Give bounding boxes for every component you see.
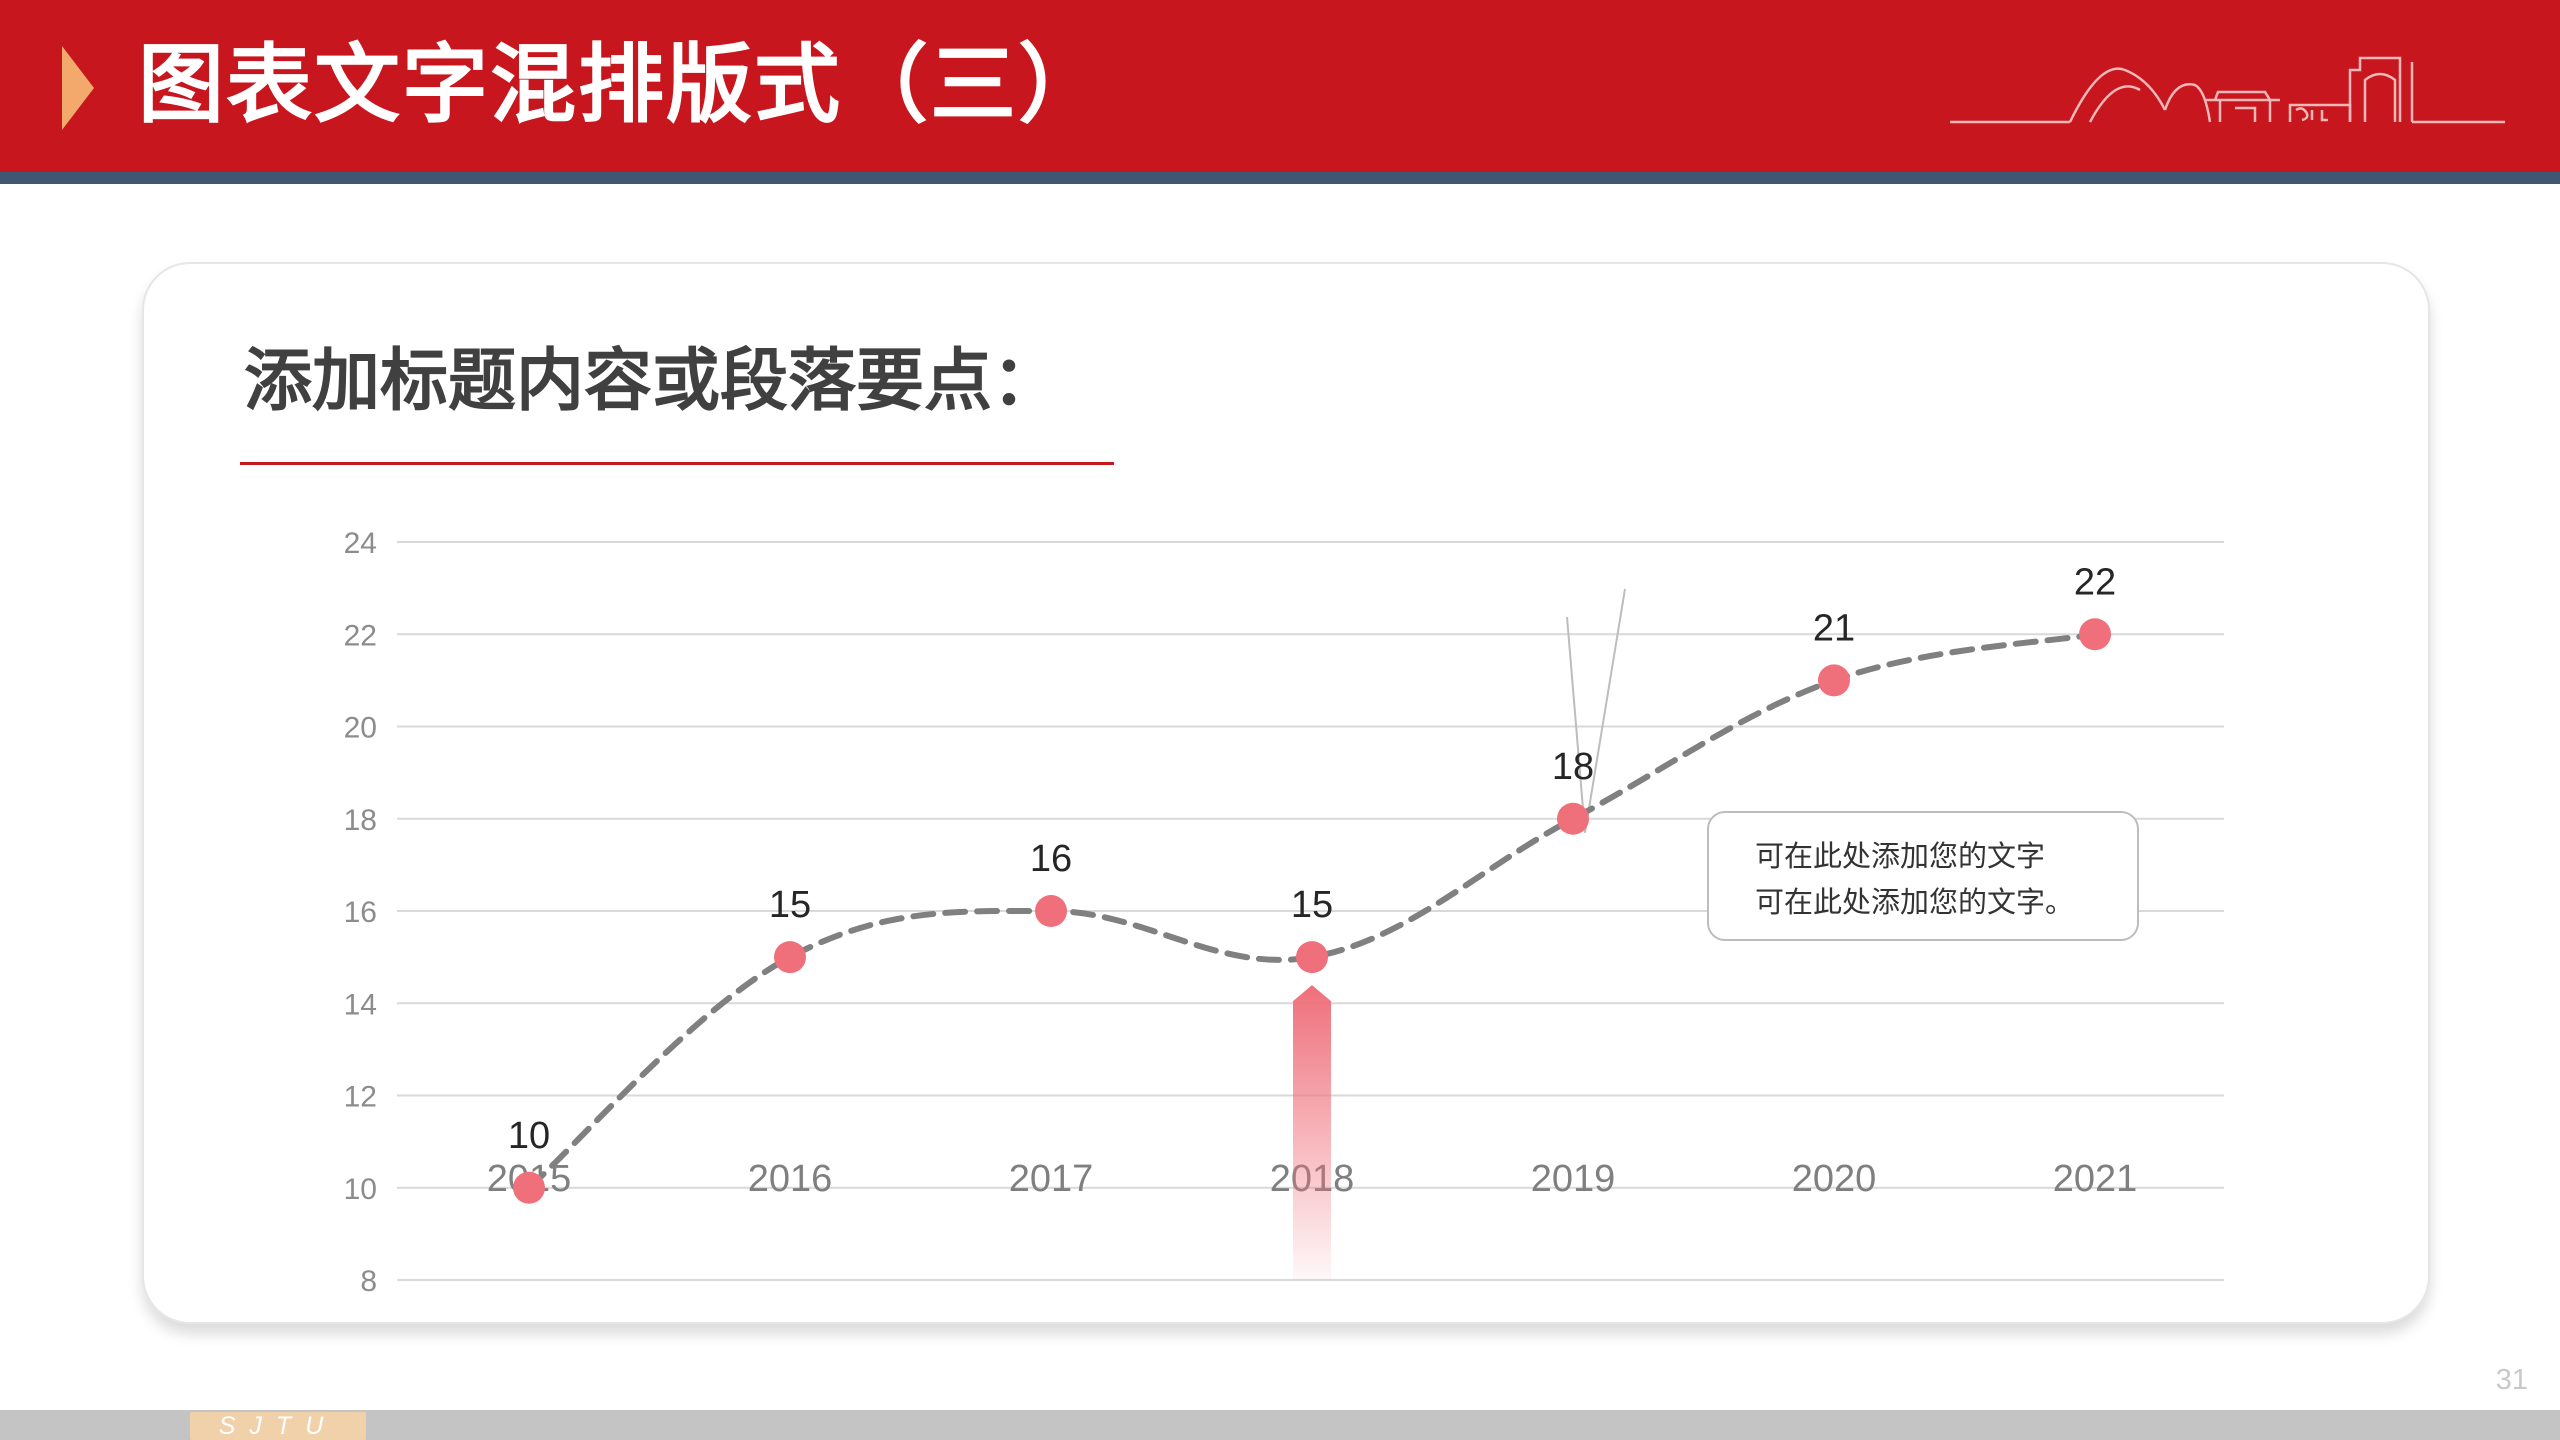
chart-callout: 可在此处添加您的文字 可在此处添加您的文字。 (1707, 811, 2139, 941)
data-label: 15 (1291, 884, 1333, 926)
data-point (513, 1171, 545, 1204)
header-divider-strip (0, 172, 2560, 184)
campus-skyline-icon (1950, 56, 2505, 124)
data-point (774, 941, 806, 974)
callout-pointer (1566, 588, 1626, 833)
y-tick-label: 14 (344, 988, 377, 1021)
y-tick-label: 8 (360, 1265, 377, 1298)
footer-bar (0, 1410, 2560, 1440)
x-tick-label: 2016 (748, 1158, 833, 1200)
x-tick-label: 2019 (1531, 1158, 1616, 1200)
y-tick-label: 16 (344, 896, 377, 929)
callout-line-2: 可在此处添加您的文字。 (1755, 885, 2075, 919)
header-arrow-icon (62, 46, 94, 130)
heading-underline (240, 462, 1114, 465)
y-tick-label: 12 (344, 1081, 377, 1114)
y-tick-label: 18 (344, 804, 377, 837)
callout-line-1: 可在此处添加您的文字 (1755, 839, 2046, 873)
y-tick-label: 22 (344, 619, 377, 652)
section-heading: 添加标题内容或段落要点： (244, 342, 1061, 421)
data-point (1818, 664, 1850, 697)
highlight-arrow (1293, 985, 1331, 1280)
line-chart: 2422201816141210820152016201720182019202… (344, 527, 2224, 1298)
data-point (1035, 895, 1067, 927)
data-point (2079, 618, 2111, 651)
x-tick-label: 2021 (2053, 1158, 2138, 1200)
data-label: 21 (1813, 607, 1855, 649)
page-title: 图表文字混排版式（三） (138, 35, 1106, 135)
content-card: 添加标题内容或段落要点： 242220181614121082015201620… (142, 262, 2430, 1324)
x-tick-label: 2020 (1792, 1158, 1877, 1200)
data-label: 10 (508, 1115, 550, 1157)
footer-logo: SJTU (190, 1412, 366, 1440)
data-label: 22 (2074, 561, 2116, 603)
data-point (1557, 802, 1589, 835)
y-tick-label: 20 (344, 712, 377, 745)
header-bar: 图表文字混排版式（三） (0, 0, 2560, 172)
data-point (1296, 941, 1328, 974)
x-tick-label: 2017 (1009, 1158, 1094, 1200)
data-label: 16 (1030, 838, 1072, 880)
y-tick-label: 10 (344, 1173, 377, 1206)
data-label: 18 (1552, 746, 1594, 788)
y-tick-label: 24 (344, 527, 377, 560)
page-number: 31 (2495, 1364, 2528, 1396)
data-label: 15 (769, 884, 811, 926)
